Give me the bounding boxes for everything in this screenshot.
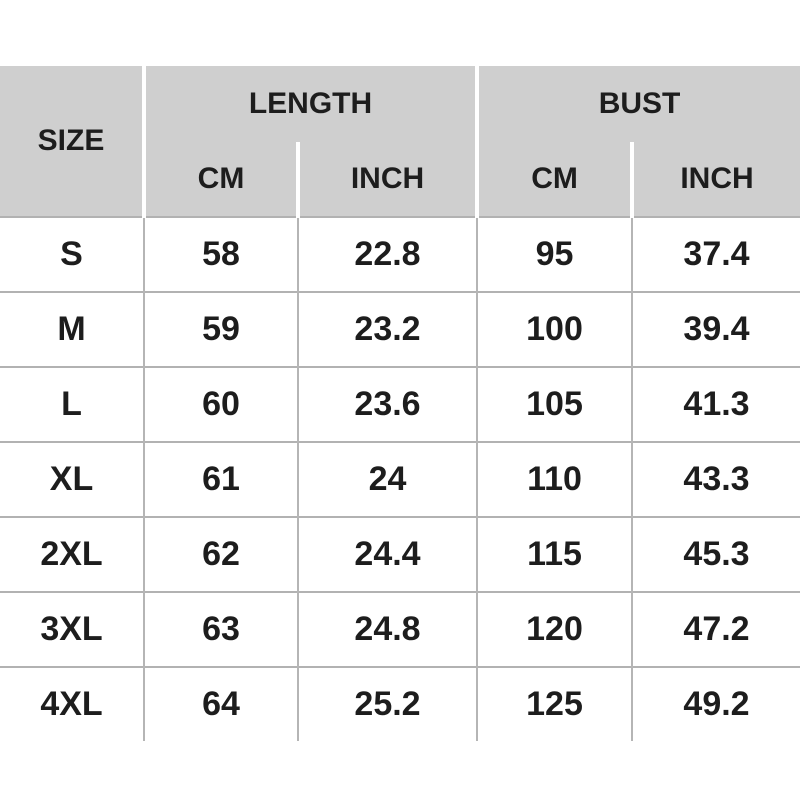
- bust-cm-cell: 120: [476, 591, 633, 667]
- header-row-groups: SIZE LENGTH BUST: [0, 66, 800, 217]
- bust-cm-cell: 105: [476, 366, 633, 442]
- size-cell: XL: [0, 441, 144, 517]
- bust-cm-cell: 125: [476, 666, 633, 741]
- bust-inch-cell: 39.4: [631, 291, 800, 367]
- table-row-4xl: 4XL 64 25.2 125 49.2: [0, 666, 800, 741]
- table-row-s: S 58 22.8 95 37.4: [0, 216, 800, 292]
- length-cm-cell: 60: [143, 366, 298, 442]
- bust-inch-cell: 41.3: [631, 366, 800, 442]
- table-row-xl: XL 61 24 110 43.3: [0, 441, 800, 517]
- table-row-2xl: 2XL 62 24.4 115 45.3: [0, 516, 800, 592]
- length-inch-cell: 23.2: [296, 291, 478, 367]
- bust-cm-cell: 95: [476, 216, 633, 292]
- length-cm-cell: 59: [143, 291, 298, 367]
- size-chart-header: SIZE LENGTH BUST CM INCH CM INCH: [0, 66, 800, 217]
- bust-inch-cell: 49.2: [631, 666, 800, 741]
- length-cm-cell: 61: [143, 441, 298, 517]
- length-inch-cell: 22.8: [296, 216, 478, 292]
- header-bust-group-cell: BUST: [475, 66, 800, 142]
- length-inch-cell: 24: [296, 441, 478, 517]
- size-cell: S: [0, 216, 144, 292]
- header-length-inch-cell: INCH: [295, 142, 478, 217]
- size-cell: M: [0, 291, 144, 367]
- size-chart-table: SIZE LENGTH BUST CM INCH CM INCH S 58 22…: [0, 66, 800, 741]
- header-length-group-cell: LENGTH: [141, 66, 478, 142]
- size-cell: 3XL: [0, 591, 144, 667]
- bust-cm-cell: 100: [476, 291, 633, 367]
- bust-cm-cell: 115: [476, 516, 633, 592]
- bust-inch-cell: 45.3: [631, 516, 800, 592]
- header-size-cell: SIZE: [0, 66, 144, 217]
- header-bust-cm-cell: CM: [475, 142, 633, 217]
- bust-inch-cell: 37.4: [631, 216, 800, 292]
- size-cell: 2XL: [0, 516, 144, 592]
- length-inch-cell: 24.4: [296, 516, 478, 592]
- size-cell: L: [0, 366, 144, 442]
- length-cm-cell: 62: [143, 516, 298, 592]
- length-inch-cell: 25.2: [296, 666, 478, 741]
- header-row-units: CM INCH CM INCH: [0, 142, 800, 217]
- length-cm-cell: 64: [143, 666, 298, 741]
- header-length-cm-cell: CM: [142, 142, 298, 217]
- size-cell: 4XL: [0, 666, 144, 741]
- table-row-l: L 60 23.6 105 41.3: [0, 366, 800, 442]
- bust-inch-cell: 43.3: [631, 441, 800, 517]
- table-row-m: M 59 23.2 100 39.4: [0, 291, 800, 367]
- length-cm-cell: 63: [143, 591, 298, 667]
- length-inch-cell: 23.6: [296, 366, 478, 442]
- table-row-3xl: 3XL 63 24.8 120 47.2: [0, 591, 800, 667]
- size-chart-body: S 58 22.8 95 37.4 M 59 23.2 100 39.4 L 6…: [0, 216, 800, 741]
- length-cm-cell: 58: [143, 216, 298, 292]
- header-bust-inch-cell: INCH: [630, 142, 800, 217]
- bust-cm-cell: 110: [476, 441, 633, 517]
- bust-inch-cell: 47.2: [631, 591, 800, 667]
- length-inch-cell: 24.8: [296, 591, 478, 667]
